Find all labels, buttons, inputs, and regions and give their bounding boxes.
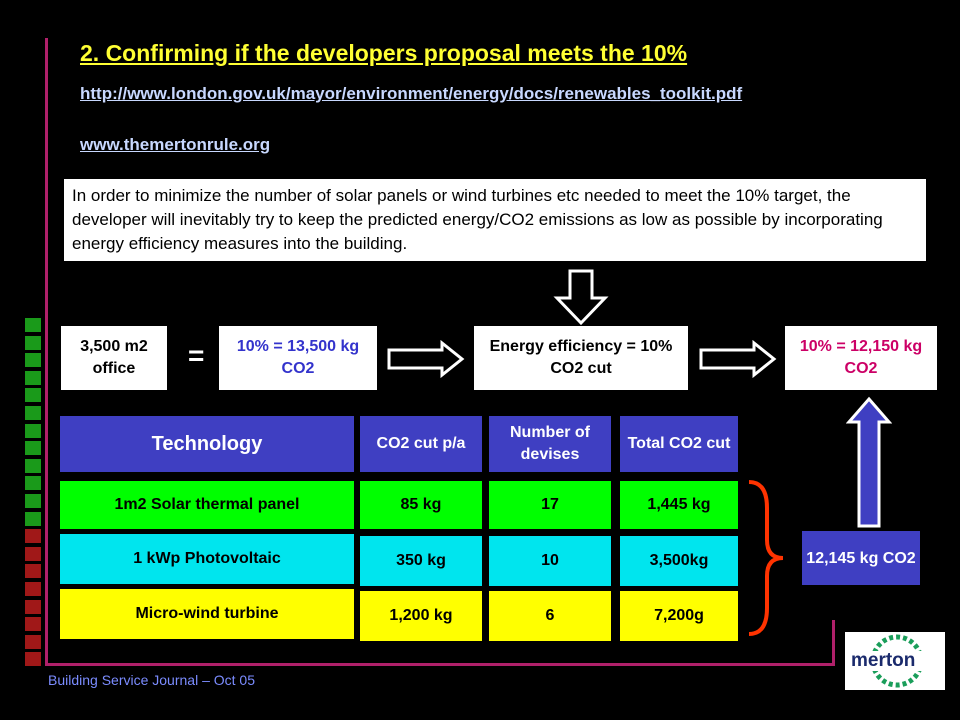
row-wind-number: 6 [489,591,611,641]
side-square [25,335,41,350]
toolkit-link[interactable]: http://www.london.gov.uk/mayor/environme… [80,84,743,103]
bottom-right-divider-line [832,620,835,666]
side-square [25,388,41,403]
header-total-co2-cut: Total CO2 cut [620,416,738,472]
row-solar-total: 1,445 kg [620,481,738,529]
left-divider-line [45,38,48,666]
side-square [25,529,41,544]
row-wind-total: 7,200g [620,591,738,641]
final-target-box: 10% = 12,150 kg CO2 [785,326,937,390]
up-arrow-icon [846,396,892,528]
side-square [25,353,41,368]
row-pv-technology: 1 kWp Photovoltaic [60,534,354,584]
row-pv-total: 3,500kg [620,536,738,586]
office-area-box: 3,500 m2 office [61,326,167,390]
side-square [25,441,41,456]
down-arrow-icon [553,269,609,326]
side-square [25,617,41,632]
side-square [25,370,41,385]
side-square [25,634,41,649]
row-solar-technology: 1m2 Solar thermal panel [60,481,354,529]
row-solar-cut: 85 kg [360,481,482,529]
initial-target-box: 10% = 13,500 kg CO2 [219,326,377,390]
merton-logo: merton [845,632,945,690]
side-square [25,476,41,491]
right-brace-icon [748,480,784,636]
row-wind-technology: Micro-wind turbine [60,589,354,639]
side-square [25,423,41,438]
row-pv-cut: 350 kg [360,536,482,586]
side-square [25,599,41,614]
footer-source: Building Service Journal – Oct 05 [48,672,255,688]
right-arrow-icon-2 [699,340,777,378]
explanation-textbox: In order to minimize the number of solar… [63,178,927,262]
side-square [25,406,41,420]
side-square [25,652,41,667]
logo-text: merton [851,650,916,671]
equals-sign: = [188,340,205,371]
merton-rule-link[interactable]: www.themertonrule.org [80,135,271,154]
side-square [25,546,41,561]
total-sum-box: 12,145 kg CO2 [802,531,920,585]
side-square [25,494,41,508]
row-wind-cut: 1,200 kg [360,591,482,641]
energy-efficiency-box: Energy efficiency = 10% CO2 cut [474,326,688,390]
row-pv-number: 10 [489,536,611,586]
header-number-of-devices: Number of devises [489,416,611,472]
merton-logo-graphic [848,634,936,688]
header-co2-cut: CO2 cut p/a [360,416,482,472]
side-square [25,511,41,526]
side-square [25,318,41,332]
right-arrow-icon [387,340,465,378]
side-square [25,582,41,596]
side-square [25,458,41,473]
row-solar-number: 17 [489,481,611,529]
side-square [25,564,41,579]
bottom-divider-line [45,663,835,666]
header-technology: Technology [60,416,354,472]
slide-title: 2. Confirming if the developers proposal… [80,40,688,66]
